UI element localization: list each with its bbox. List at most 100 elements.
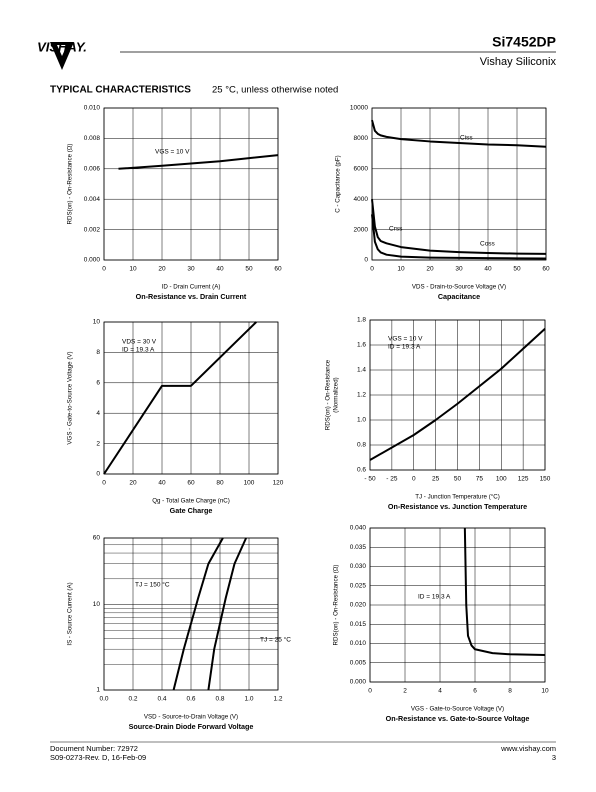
y-tick-label: 0.010 bbox=[350, 640, 367, 647]
y-axis-label: C - Capacitance (pF) bbox=[335, 155, 342, 212]
x-tick-label: 0 bbox=[102, 480, 106, 487]
y-tick-label: 0.040 bbox=[350, 525, 367, 532]
y-tick-label: 1.0 bbox=[357, 417, 366, 424]
doc-number: Document Number: 72972 bbox=[50, 744, 138, 753]
y-axis-label: (Normalized) bbox=[333, 377, 340, 412]
x-tick-label: 30 bbox=[455, 266, 463, 273]
x-tick-label: 40 bbox=[216, 266, 224, 273]
plot-frame bbox=[371, 107, 547, 261]
x-tick-label: 0.2 bbox=[128, 696, 137, 703]
x-tick-label: 1.0 bbox=[244, 696, 253, 703]
x-tick-label: 80 bbox=[216, 480, 224, 487]
chart-title: On-Resistance vs. Junction Temperature bbox=[388, 502, 527, 511]
annotation: Ciss bbox=[460, 135, 473, 142]
series-line bbox=[103, 321, 257, 475]
y-tick-label: 1.6 bbox=[357, 342, 366, 349]
x-tick-label: 10 bbox=[129, 266, 137, 273]
annotation: TJ = 25 °C bbox=[260, 636, 291, 644]
x-tick-label: 120 bbox=[273, 480, 284, 487]
annotation: ID = 19.3 A bbox=[388, 344, 421, 351]
chart-title: Gate Charge bbox=[170, 506, 213, 515]
logo-mark bbox=[57, 45, 67, 56]
y-tick-label: 6000 bbox=[354, 166, 369, 173]
y-tick-label: 1 bbox=[96, 687, 100, 694]
plot-frame bbox=[103, 321, 279, 475]
plot-frame bbox=[369, 319, 546, 471]
x-tick-label: - 50 bbox=[364, 476, 376, 483]
annotation: VGS = 10 V bbox=[388, 336, 423, 343]
page-number: 3 bbox=[552, 753, 556, 762]
y-tick-label: 0.000 bbox=[84, 257, 101, 264]
x-tick-label: 25 bbox=[432, 476, 440, 483]
y-tick-label: 0.6 bbox=[357, 467, 366, 474]
y-tick-label: 0.002 bbox=[84, 226, 101, 233]
x-tick-label: 10 bbox=[397, 266, 405, 273]
x-tick-label: 75 bbox=[476, 476, 484, 483]
x-tick-label: 20 bbox=[129, 480, 137, 487]
y-tick-label: 0.000 bbox=[350, 679, 367, 686]
x-tick-label: 40 bbox=[484, 266, 492, 273]
plot-frame bbox=[369, 527, 546, 683]
x-axis-label: Qg - Total Gate Charge (nC) bbox=[152, 498, 230, 505]
y-tick-label: 10 bbox=[93, 319, 101, 326]
x-tick-label: 150 bbox=[540, 476, 551, 483]
y-tick-label: 4000 bbox=[354, 196, 369, 203]
x-tick-label: 0 bbox=[102, 266, 106, 273]
x-tick-label: 1.2 bbox=[273, 696, 282, 703]
x-tick-label: 60 bbox=[542, 266, 550, 273]
x-tick-label: 20 bbox=[426, 266, 434, 273]
y-axis-label: IS - Source Current (A) bbox=[67, 582, 74, 645]
series-line bbox=[463, 527, 546, 657]
y-tick-label: 0.8 bbox=[357, 442, 366, 449]
series-line bbox=[371, 214, 547, 260]
x-tick-label: - 25 bbox=[386, 476, 398, 483]
x-tick-label: 40 bbox=[158, 480, 166, 487]
x-tick-label: 60 bbox=[187, 480, 195, 487]
x-tick-label: 60 bbox=[274, 266, 282, 273]
y-axis-label: RDS(on) - On-Resistance bbox=[325, 359, 332, 430]
chart-title: Source-Drain Diode Forward Voltage bbox=[129, 722, 254, 731]
x-tick-label: 0.0 bbox=[99, 696, 108, 703]
y-tick-label: 2000 bbox=[354, 226, 369, 233]
logo: VISHAY. bbox=[37, 39, 87, 54]
annotation: ID = 19.3 A bbox=[122, 347, 155, 354]
y-tick-label: 0.005 bbox=[350, 659, 367, 666]
y-axis-label: VGS - Gate-to-Source Voltage (V) bbox=[67, 351, 74, 444]
y-tick-label: 8000 bbox=[354, 135, 369, 142]
annotation: Coss bbox=[480, 241, 496, 248]
x-tick-label: 6 bbox=[473, 688, 477, 695]
url: www.vishay.com bbox=[500, 744, 556, 753]
y-tick-label: 0.004 bbox=[84, 196, 101, 203]
x-tick-label: 0.8 bbox=[215, 696, 224, 703]
series-line bbox=[207, 537, 248, 691]
annotation: VDS = 30 V bbox=[122, 339, 157, 346]
y-tick-label: 1.4 bbox=[357, 367, 366, 374]
x-tick-label: 30 bbox=[187, 266, 195, 273]
y-tick-label: 60 bbox=[93, 535, 101, 542]
y-axis-label: RDS(on) - On-Resistance (Ω) bbox=[333, 565, 340, 646]
x-tick-label: 100 bbox=[244, 480, 255, 487]
y-tick-label: 8 bbox=[96, 349, 100, 356]
x-tick-label: 50 bbox=[513, 266, 521, 273]
y-tick-label: 2 bbox=[96, 440, 100, 447]
x-tick-label: 100 bbox=[496, 476, 507, 483]
x-axis-label: TJ - Junction Temperature (°C) bbox=[415, 494, 500, 501]
section-title: TYPICAL CHARACTERISTICS bbox=[50, 85, 191, 96]
x-axis-label: VGS - Gate-to-Source Voltage (V) bbox=[411, 706, 504, 713]
series-line bbox=[172, 537, 224, 691]
y-tick-label: 0.035 bbox=[350, 544, 367, 551]
annotation: Crss bbox=[389, 226, 403, 233]
chart-title: Capacitance bbox=[438, 292, 480, 301]
y-tick-label: 1.8 bbox=[357, 317, 366, 324]
x-tick-label: 0.6 bbox=[186, 696, 195, 703]
series-line bbox=[371, 119, 547, 148]
x-tick-label: 0 bbox=[368, 688, 372, 695]
y-tick-label: 0.006 bbox=[84, 166, 101, 173]
plot-frame bbox=[103, 537, 279, 691]
chart-title: On-Resistance vs. Drain Current bbox=[136, 292, 247, 301]
x-tick-label: 4 bbox=[438, 688, 442, 695]
y-tick-label: 0.008 bbox=[84, 135, 101, 142]
y-tick-label: 10 bbox=[93, 601, 101, 608]
y-tick-label: 10000 bbox=[350, 105, 368, 112]
